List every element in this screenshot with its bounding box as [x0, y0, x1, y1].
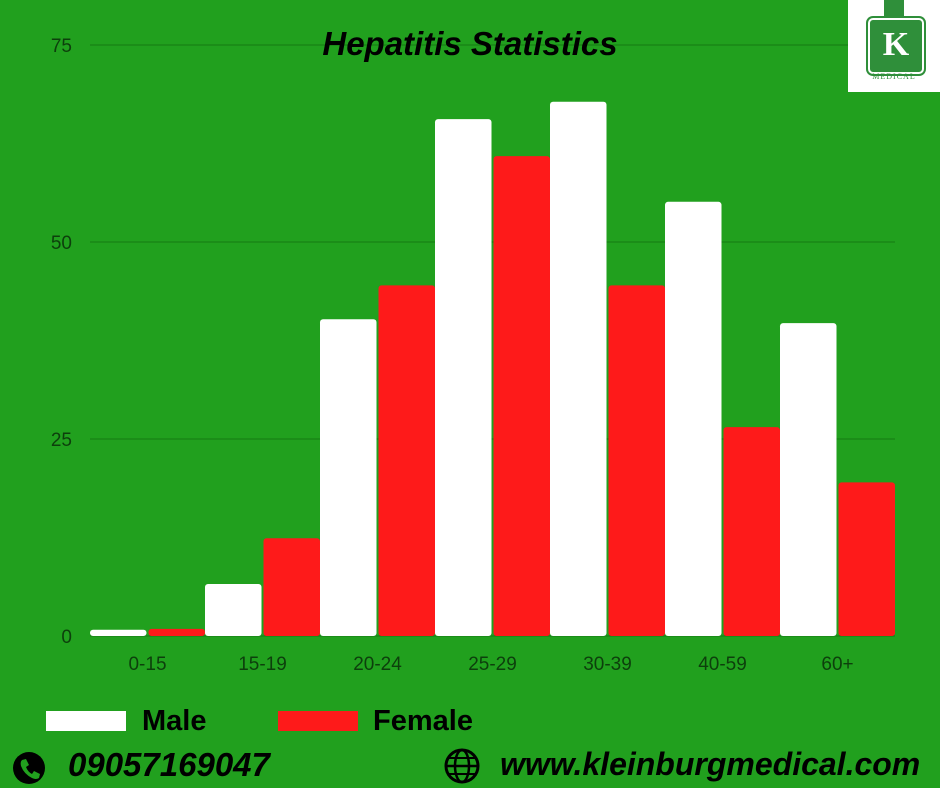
y-axis-ticks: 0 25 50 75 [51, 36, 72, 648]
x-tick-label: 0-15 [128, 654, 166, 675]
logo-tab-shape [884, 0, 904, 18]
bar-male-40-59 [665, 201, 722, 636]
y-tick-label: 50 [51, 233, 72, 254]
legend: Male Female [0, 705, 520, 737]
logo-subtitle: MEDICAL [872, 72, 916, 81]
bar-female-20-24 [378, 285, 435, 636]
brand-logo: K MEDICAL [848, 0, 940, 92]
bar-male-25-29 [435, 119, 492, 636]
x-tick-label: 40-59 [698, 654, 747, 675]
chart-canvas: 0 25 50 75 0-15 15-19 20-24 25-29 30-39 40-59 60+ [51, 36, 895, 675]
legend-label-female: Female [373, 705, 473, 737]
chart-title: Hepatitis Statistics [322, 25, 618, 62]
bar-male-20-24 [320, 319, 377, 636]
x-axis-ticks: 0-15 15-19 20-24 25-29 30-39 40-59 60+ [128, 654, 853, 675]
bar-female-60+ [838, 482, 895, 636]
logo-badge: K [868, 18, 924, 74]
x-tick-label: 60+ [821, 654, 853, 675]
bar-male-0-15 [90, 629, 147, 636]
bar-male-60+ [780, 323, 837, 636]
x-tick-label: 25-29 [468, 654, 517, 675]
bar-female-40-59 [723, 427, 780, 636]
bar-male-30-39 [550, 101, 607, 636]
bars [90, 101, 895, 636]
y-tick-label: 0 [61, 627, 72, 648]
legend-swatch-male [46, 711, 126, 731]
legend-swatch-female [278, 711, 358, 731]
x-tick-label: 20-24 [353, 654, 402, 675]
x-tick-label: 30-39 [583, 654, 632, 675]
footer-website[interactable]: www.kleinburgmedical.com [500, 746, 921, 782]
footer-phone: 09057169047 [68, 746, 270, 783]
bar-female-0-15 [148, 628, 205, 636]
bar-female-30-39 [608, 285, 665, 636]
logo-letter: K [882, 26, 910, 63]
globe-icon [444, 748, 480, 784]
x-tick-label: 15-19 [238, 654, 287, 675]
phone-icon [13, 752, 45, 784]
bar-male-15-19 [205, 583, 262, 636]
y-tick-label: 75 [51, 36, 72, 57]
y-tick-label: 25 [51, 430, 72, 451]
bar-female-25-29 [493, 156, 550, 636]
bar-female-15-19 [263, 538, 320, 636]
legend-label-male: Male [142, 705, 207, 737]
